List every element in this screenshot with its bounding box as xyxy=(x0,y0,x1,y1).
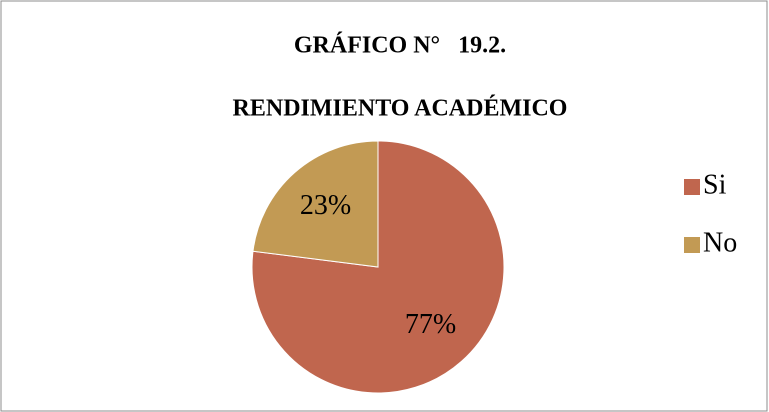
legend-swatch xyxy=(684,237,700,253)
chart-title: GRÁFICO N° 19.2. xyxy=(294,33,506,59)
data-label: 77% xyxy=(405,309,456,340)
legend-label: Si xyxy=(703,169,727,200)
pie-slice xyxy=(251,140,505,394)
legend-label: No xyxy=(703,227,737,258)
pie-slice xyxy=(252,140,379,268)
data-label: 23% xyxy=(300,190,351,221)
chart-subtitle: RENDIMIENTO ACADÉMICO xyxy=(233,96,568,122)
legend-swatch xyxy=(684,179,700,195)
